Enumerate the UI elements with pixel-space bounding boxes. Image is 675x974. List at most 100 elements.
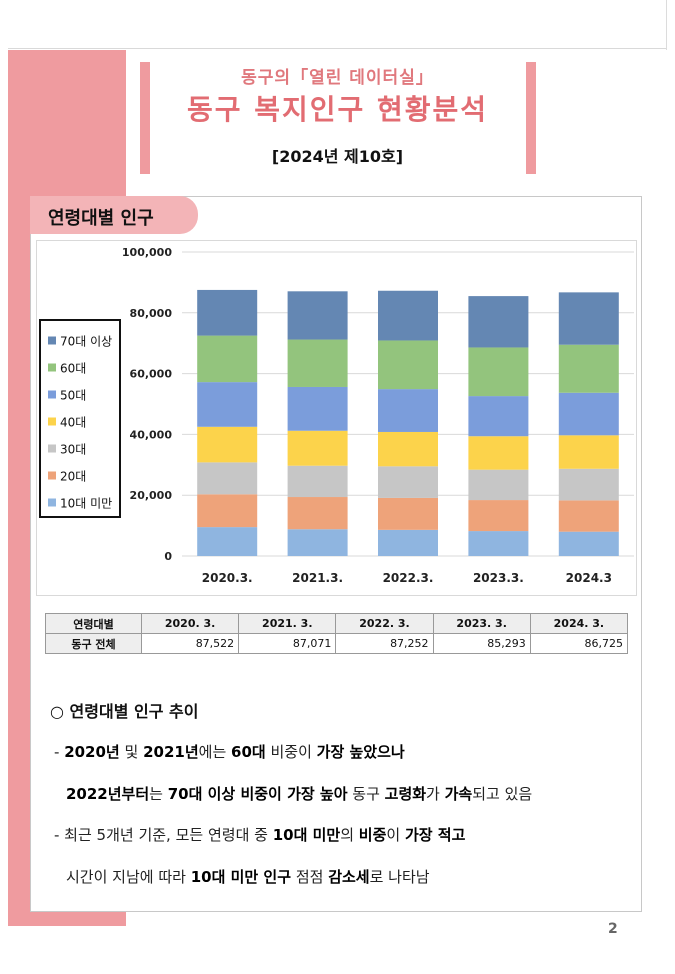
- analysis-text-segment: 70대 이상 비중이 가장 높아: [167, 785, 348, 803]
- bar-segment: [378, 431, 438, 467]
- report-subtitle: 동구의「열린 데이터실」: [241, 68, 434, 88]
- page-number: 2: [608, 921, 618, 937]
- table-header-row: 연령대별 2020. 3. 2021. 3. 2022. 3. 2023. 3.…: [45, 613, 629, 634]
- bar-segment: [287, 430, 348, 466]
- bar-segment: [378, 389, 438, 432]
- bar-segment: [468, 347, 529, 397]
- x-tick-label: 2022.3.: [383, 571, 434, 585]
- bar-segment: [197, 494, 258, 528]
- analysis-text-segment: 감소세: [328, 868, 370, 886]
- bar-segment: [558, 392, 619, 436]
- analysis-text-segment: 점점: [291, 868, 329, 886]
- report-edition: [2024년 제10호]: [271, 147, 404, 166]
- analysis-text-segment: - 최근 5개년 기준, 모든 연령대 중: [54, 826, 273, 844]
- analysis-line-2: 2022년부터는 70대 이상 비중이 가장 높아 동구 고령화가 가속되고 있…: [66, 783, 532, 804]
- analysis-text-segment: 가속: [444, 785, 473, 803]
- bar-segment: [287, 386, 348, 431]
- table-header-cell: 연령대별: [45, 613, 142, 634]
- analysis-text-segment: 가장 적고: [404, 826, 466, 844]
- legend-label: 10대 미만: [60, 497, 112, 511]
- y-tick-label: 100,000: [122, 246, 172, 259]
- analysis-text-segment: 고령화: [384, 785, 427, 803]
- legend-label: 50대: [60, 389, 86, 403]
- table-header-cell: 2024. 3.: [529, 613, 629, 634]
- bar-segment: [468, 531, 529, 556]
- bar-segment: [197, 462, 258, 495]
- legend-label: 70대 이상: [60, 335, 112, 349]
- x-tick-label: 2024.3: [566, 571, 612, 585]
- bar-segment: [558, 500, 619, 532]
- legend-swatch: [48, 336, 56, 345]
- analysis-text-segment: 60대: [231, 743, 266, 761]
- analysis-text-segment: 로 나타남: [369, 868, 430, 886]
- bar-segment: [287, 497, 348, 530]
- analysis-text-segment: 10대 미만: [272, 826, 341, 844]
- table-cell: 87,522: [140, 633, 240, 654]
- analysis-text-segment: 가: [426, 785, 445, 803]
- bar-segment: [468, 296, 529, 348]
- header-panel: [126, 50, 666, 200]
- analysis-text-segment: 및: [119, 743, 144, 761]
- bar-segment: [287, 465, 348, 498]
- legend-swatch: [48, 417, 56, 426]
- legend-swatch: [48, 390, 56, 399]
- x-tick-label: 2021.3.: [292, 571, 343, 585]
- analysis-text-segment: 비중: [358, 826, 387, 844]
- table-row: 동구 전체 87,522 87,071 87,252 85,293 86,725: [45, 633, 629, 654]
- x-tick-label: 2020.3.: [202, 571, 253, 585]
- analysis-text-segment: 2022년부터: [66, 785, 150, 803]
- y-tick-label: 80,000: [130, 307, 173, 320]
- table-header-cell: 2020. 3.: [140, 613, 240, 634]
- analysis-line-3: - 최근 5개년 기준, 모든 연령대 중 10대 미만의 비중이 가장 적고: [54, 824, 465, 845]
- legend-label: 20대: [60, 470, 86, 484]
- bar-segment: [378, 290, 438, 341]
- header-left-bar: [140, 62, 150, 174]
- analysis-text-segment: 2021년: [143, 743, 199, 761]
- bar-segment: [468, 396, 529, 437]
- x-tick-label: 2023.3.: [473, 571, 524, 585]
- legend-swatch: [48, 363, 56, 372]
- bar-segment: [197, 382, 258, 427]
- table-row-label: 동구 전체: [45, 633, 142, 654]
- bar-segment: [558, 292, 619, 345]
- analysis-line-4: 시간이 지남에 따라 10대 미만 인구 점점 감소세로 나타남: [66, 866, 430, 887]
- bar-segment: [287, 339, 348, 387]
- analysis-text-segment: 되고 있음: [472, 785, 533, 803]
- bar-segment: [197, 335, 258, 383]
- analysis-line-1: - 2020년 및 2021년에는 60대 비중이 가장 높았으나: [54, 741, 405, 762]
- section-tab-label: 연령대별 인구: [48, 208, 154, 229]
- bar-segment: [197, 527, 258, 556]
- bar-segment: [558, 344, 619, 393]
- report-title: 동구 복지인구 현황분석: [186, 93, 489, 126]
- header-right-bar: [526, 62, 536, 174]
- y-tick-label: 60,000: [130, 368, 173, 381]
- bar-segment: [468, 469, 529, 501]
- right-divider: [666, 0, 667, 50]
- table-cell: 87,252: [335, 633, 434, 654]
- analysis-text-segment: 10대 미만 인구: [190, 868, 292, 886]
- section-tab: 연령대별 인구: [30, 196, 198, 234]
- table-header-cell: 2021. 3.: [238, 613, 337, 634]
- legend-label: 40대: [60, 416, 86, 430]
- table-cell: 86,725: [529, 633, 629, 654]
- top-divider: [8, 48, 666, 49]
- analysis-text-segment: 가장 높았으나: [316, 743, 405, 761]
- table-header-cell: 2023. 3.: [432, 613, 531, 634]
- legend-swatch: [48, 444, 56, 453]
- y-tick-label: 20,000: [130, 489, 173, 502]
- bar-segment: [197, 289, 258, 336]
- analysis-text-segment: 2020년: [64, 743, 120, 761]
- bar-segment: [287, 291, 348, 340]
- legend-label: 60대: [60, 362, 86, 376]
- legend-label: 30대: [60, 443, 86, 457]
- legend-swatch: [48, 498, 56, 507]
- bar-segment: [378, 466, 438, 498]
- y-tick-label: 0: [164, 550, 172, 563]
- bar-segment: [378, 497, 438, 530]
- analysis-text-segment: 의: [340, 826, 359, 844]
- bar-segment: [558, 468, 619, 501]
- bar-segment: [558, 531, 619, 556]
- legend-swatch: [48, 471, 56, 480]
- bar-segment: [468, 436, 529, 470]
- bar-segment: [287, 529, 348, 556]
